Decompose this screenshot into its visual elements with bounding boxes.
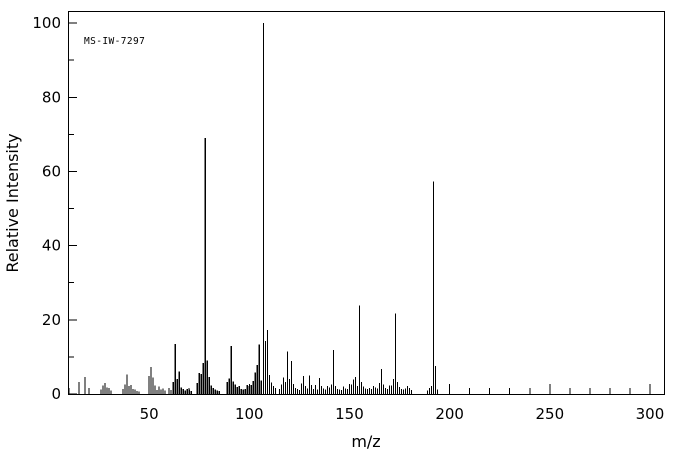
y-tick-label: 60 xyxy=(42,162,61,180)
x-tick-label: 150 xyxy=(335,405,364,423)
y-tick-label: 40 xyxy=(42,237,61,255)
y-tick-label: 80 xyxy=(42,88,61,106)
x-tick-label: 50 xyxy=(140,405,159,423)
x-axis-tick-labels: 50 100 150 200 250 300 xyxy=(140,405,665,423)
y-tick-label: 100 xyxy=(32,14,61,32)
x-tick-label: 250 xyxy=(535,405,564,423)
x-tick-label: 100 xyxy=(235,405,264,423)
y-axis-tick-labels: 0 20 40 60 80 100 xyxy=(32,14,61,403)
plot-frame xyxy=(67,10,666,396)
y-tick-label: 20 xyxy=(42,311,61,329)
y-tick-label: 0 xyxy=(51,385,61,403)
spectrum-annotation-label: MS-IW-7297 xyxy=(84,36,145,47)
spectrum-peaks xyxy=(78,23,439,394)
x-axis-title: m/z xyxy=(351,432,380,451)
x-tick-label: 200 xyxy=(435,405,464,423)
y-axis-minor-ticks xyxy=(69,59,74,358)
y-axis-title: Relative Intensity xyxy=(3,133,22,272)
y-axis-major-ticks xyxy=(69,22,77,395)
x-tick-label: 300 xyxy=(636,405,665,423)
